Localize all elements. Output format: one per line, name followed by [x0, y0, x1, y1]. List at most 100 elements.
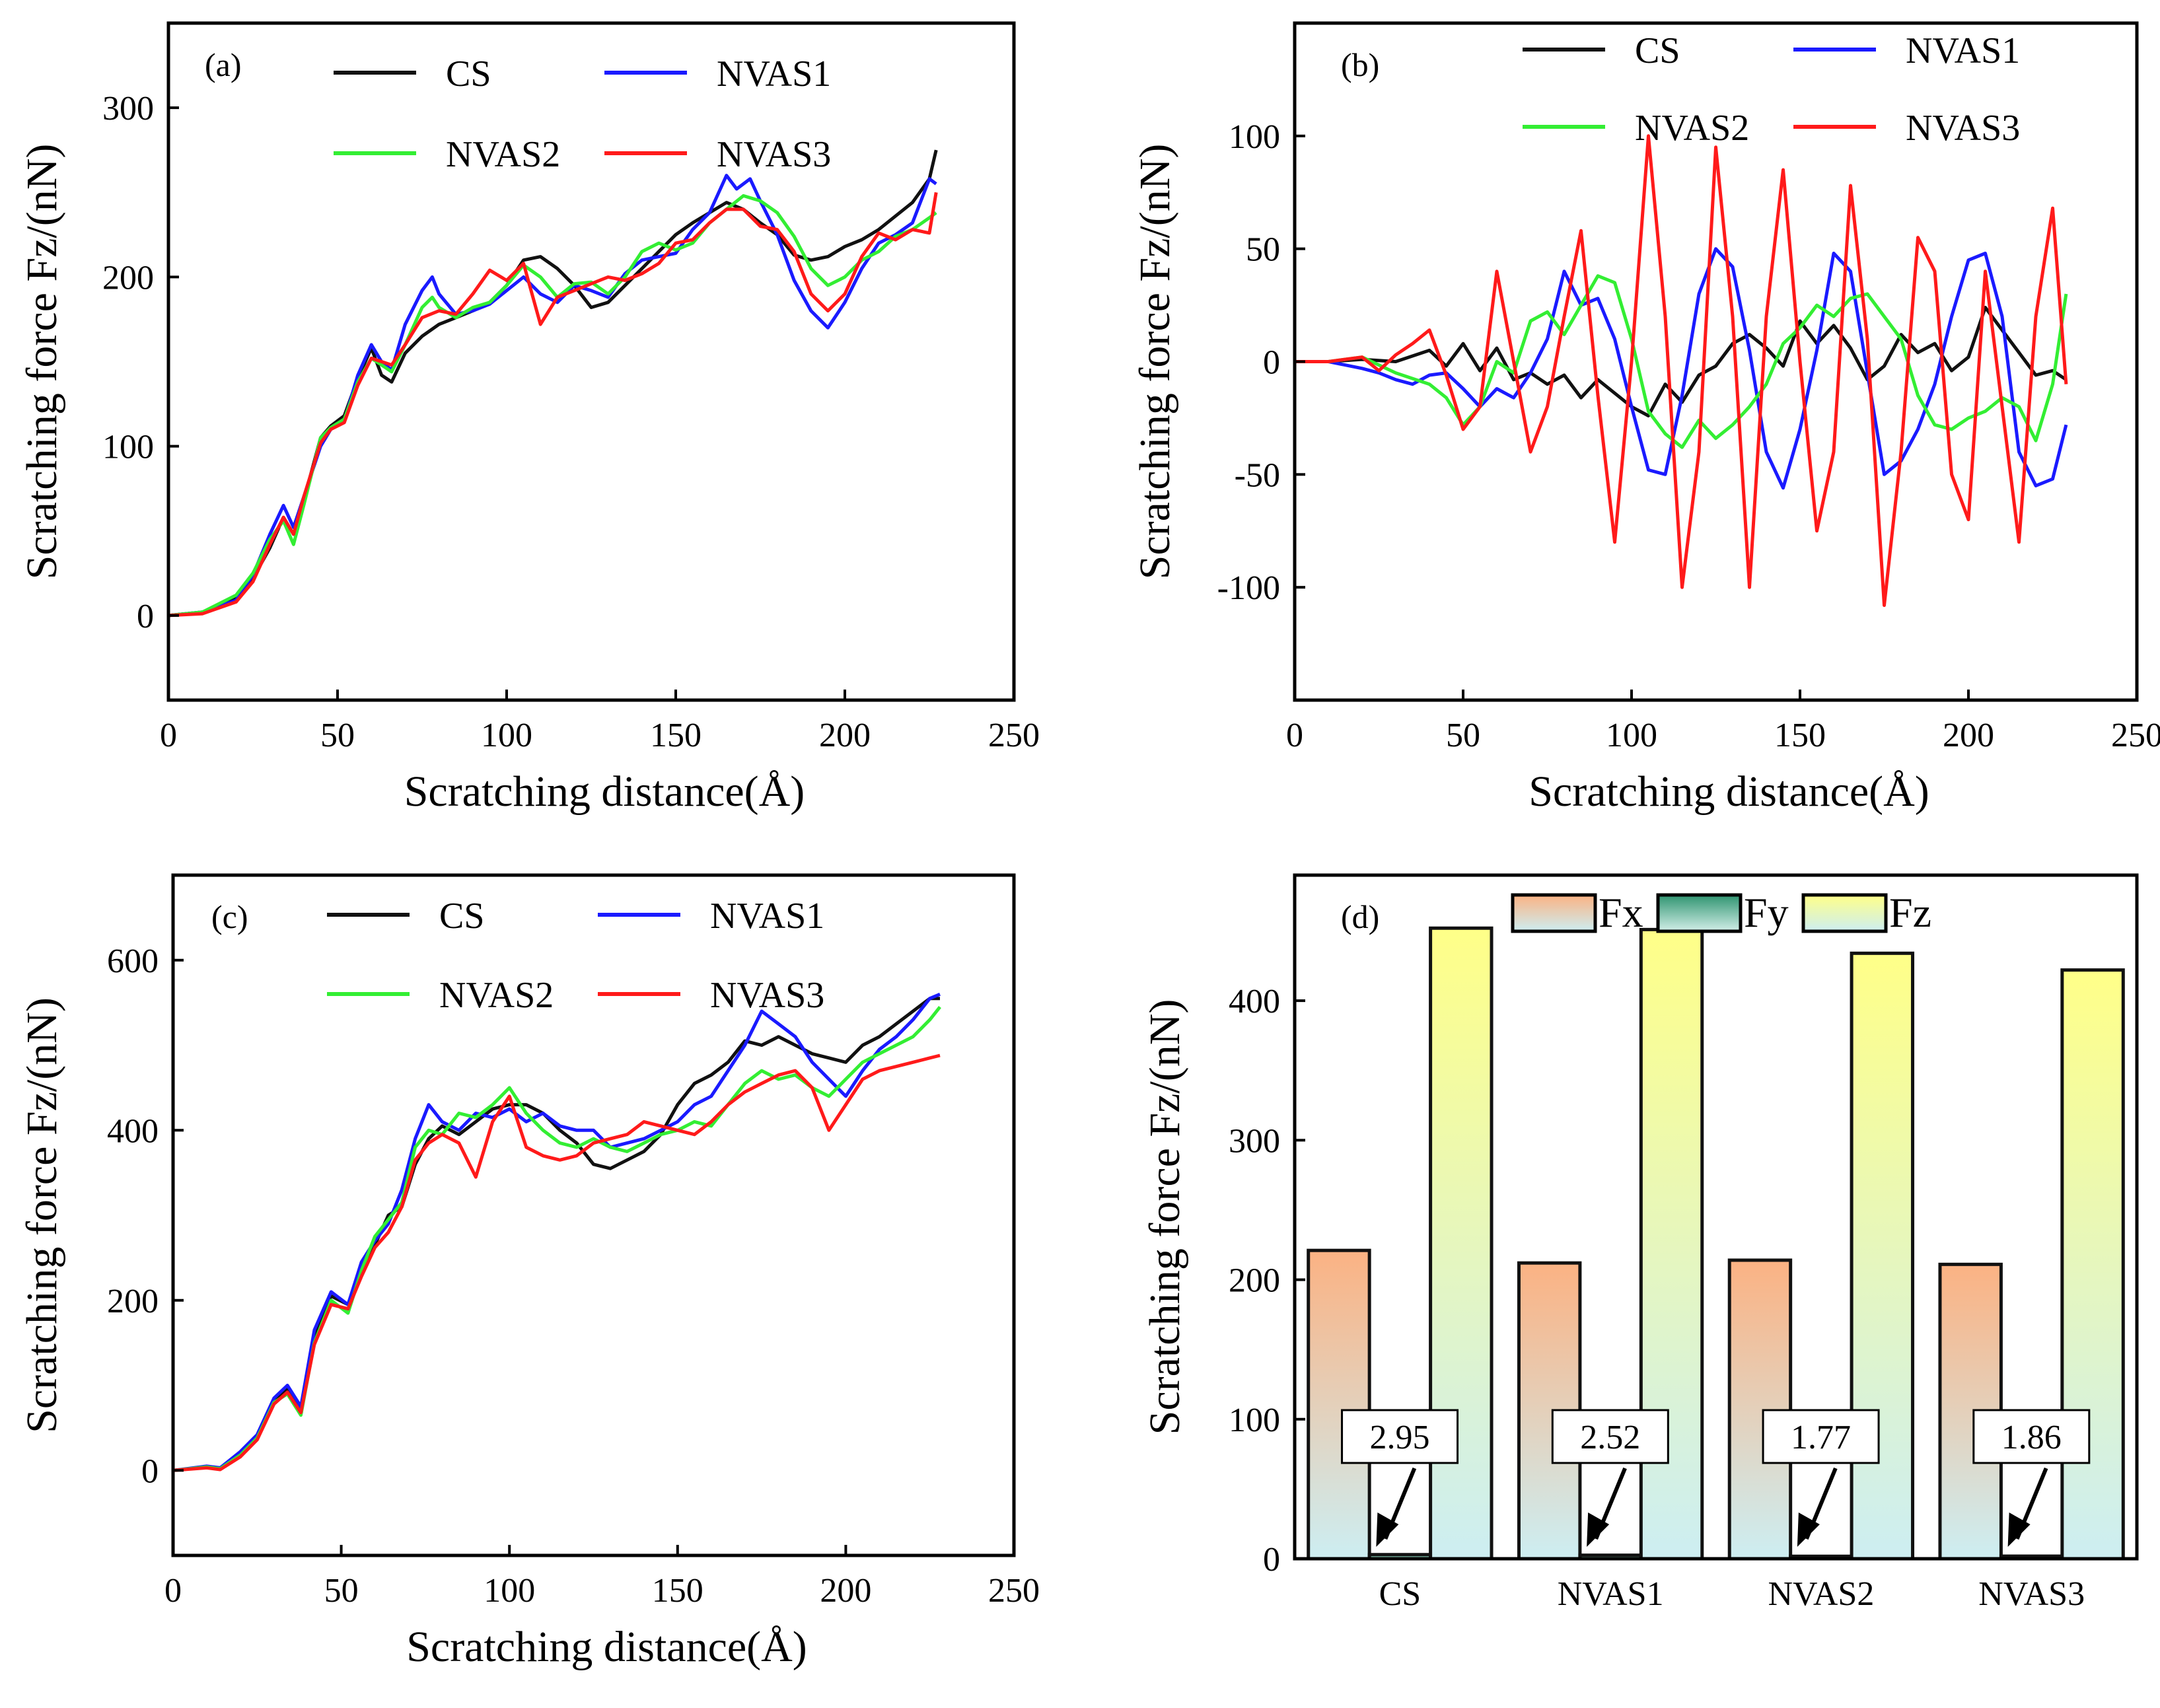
x-tick-label: 200 — [820, 1572, 871, 1610]
legend-label-cs: CS — [439, 896, 485, 937]
series-line-nvas2 — [168, 194, 937, 618]
y-tick-label: 50 — [1246, 231, 1280, 269]
legend-label-nvas1: NVAS1 — [710, 896, 824, 937]
annotation-box — [1972, 1409, 2091, 1464]
legend-label-cs: CS — [1635, 30, 1680, 71]
x-tick-label: 150 — [652, 1572, 703, 1610]
annotation-box — [1762, 1409, 1880, 1464]
annotation-box — [1551, 1409, 1669, 1464]
panel-label: (d) — [1341, 898, 1379, 935]
x-tick-label: 0 — [1286, 717, 1303, 754]
y-axis-title: Scratching force Fz/(nN) — [1141, 999, 1189, 1435]
series-line-nvas2 — [1295, 274, 2068, 449]
y-tick-label: 400 — [1229, 983, 1280, 1020]
legend-label-fz: Fz — [1889, 889, 1931, 936]
x-tick-label: 200 — [819, 717, 871, 754]
x-tick-label: 250 — [988, 717, 1040, 754]
legend-swatch-fy — [1656, 893, 1743, 933]
bar-fz-cs — [1429, 926, 1494, 1561]
y-tick-label: 300 — [102, 90, 154, 127]
y-tick-label: 100 — [1229, 118, 1280, 156]
series-line-cs — [168, 149, 938, 618]
legend-swatch-fz — [1801, 893, 1888, 933]
series-line-nvas3 — [1295, 134, 2068, 607]
x-tick-label: 0 — [164, 1572, 182, 1610]
series-line-cs — [1295, 306, 2068, 417]
y-tick-label: 400 — [107, 1112, 159, 1150]
x-tick-label: 250 — [988, 1572, 1040, 1610]
series-line-nvas3 — [168, 192, 938, 618]
series-line-nvas1 — [172, 992, 941, 1472]
y-tick-label: 100 — [102, 429, 154, 466]
legend-label-nvas1: NVAS1 — [717, 53, 831, 94]
y-axis-title: Scratching force Fz/(nN) — [1131, 144, 1179, 580]
y-tick-label: 600 — [107, 943, 159, 980]
plot-frame — [1293, 873, 2139, 1561]
x-tick-label: 100 — [481, 717, 532, 754]
annotation-label: 2.95 — [1370, 1419, 1430, 1456]
series-line-cs — [172, 997, 940, 1472]
y-tick-label: 200 — [102, 259, 154, 297]
bar-fz-nvas2 — [1850, 951, 1915, 1561]
panel-b: 0 50 100 150 200 250 -100 -50 0 50 100 Scratching d… — [1131, 21, 2160, 816]
legend-label-nvas3: NVAS3 — [717, 134, 831, 175]
annotation-arrowhead — [1587, 1512, 1610, 1547]
annotation-label: 1.86 — [2001, 1419, 2062, 1456]
legend-label-nvas3: NVAS3 — [1906, 108, 2020, 149]
panel-d: 2.95 CS 2.52 NVAS1 1.77 NVAS2 1.86 NVAS3 0 100 200… — [1141, 873, 2139, 1613]
x-tick-label: 200 — [1943, 717, 1994, 754]
bar-fz-nvas3 — [2060, 968, 2125, 1561]
x-category-label: NVAS3 — [1978, 1575, 2085, 1613]
x-tick-label: 50 — [324, 1572, 359, 1610]
panel-label: (b) — [1341, 46, 1379, 83]
y-tick-label: 0 — [141, 1452, 159, 1490]
annotation-arrowhead — [2007, 1512, 2031, 1547]
legend-label-nvas1: NVAS1 — [1906, 30, 2020, 71]
x-tick-label: 50 — [320, 717, 355, 754]
x-tick-label: 100 — [484, 1572, 535, 1610]
x-tick-label: 0 — [160, 717, 177, 754]
x-tick-label: 150 — [650, 717, 702, 754]
y-tick-label: 0 — [1263, 1541, 1280, 1579]
plot-frame — [166, 21, 1016, 702]
bar-fx-cs — [1307, 1248, 1371, 1561]
legend-label-nvas2: NVAS2 — [446, 134, 560, 175]
x-tick-label: 250 — [2111, 717, 2160, 754]
x-tick-label: 100 — [1606, 717, 1657, 754]
legend-label-nvas2: NVAS2 — [1635, 108, 1749, 149]
annotation-arrowhead — [1376, 1512, 1399, 1547]
y-tick-label: 100 — [1229, 1402, 1280, 1439]
legend-label-cs: CS — [446, 53, 491, 94]
panel-label: (a) — [205, 46, 242, 83]
series-line-nvas3 — [172, 1053, 941, 1472]
annotation-box — [1341, 1409, 1459, 1464]
series-line-nvas1 — [168, 174, 937, 618]
bar-fz-nvas1 — [1639, 927, 1704, 1561]
x-axis-title: Scratching distance(Å) — [1529, 767, 1929, 816]
y-tick-label: 300 — [1229, 1122, 1280, 1160]
y-axis-title: Scratching force Fz/(nN) — [18, 144, 66, 580]
y-tick-label: 200 — [1229, 1262, 1280, 1300]
legend-label-nvas3: NVAS3 — [710, 975, 824, 1016]
x-tick-label: 50 — [1446, 717, 1480, 754]
legend-label-fy: Fy — [1744, 889, 1789, 936]
plot-frame — [171, 873, 1016, 1557]
annotation-label: 1.77 — [1791, 1419, 1851, 1456]
panel-label: (c) — [211, 898, 248, 935]
x-axis-title: Scratching distance(Å) — [406, 1623, 807, 1671]
y-tick-label: -50 — [1235, 456, 1280, 494]
panel-c: 0 50 100 150 200 250 0 200 400 600 Scratching dist… — [18, 873, 1040, 1671]
legend-label-nvas2: NVAS2 — [439, 975, 554, 1016]
panel-a: 0 50 100 150 200 250 0 100 200 300 Scratching dist… — [18, 21, 1040, 816]
x-category-label: CS — [1379, 1575, 1422, 1613]
y-tick-label: -100 — [1217, 569, 1280, 607]
annotation-arrowhead — [1797, 1512, 1820, 1547]
y-tick-label: 0 — [1263, 344, 1280, 382]
annotation-label: 2.52 — [1580, 1419, 1640, 1456]
x-tick-label: 150 — [1774, 717, 1826, 754]
y-tick-label: 200 — [107, 1283, 159, 1320]
x-axis-title: Scratching distance(Å) — [404, 767, 805, 816]
legend-label-fx: Fx — [1599, 889, 1643, 936]
legend-swatch-fx — [1511, 893, 1597, 933]
